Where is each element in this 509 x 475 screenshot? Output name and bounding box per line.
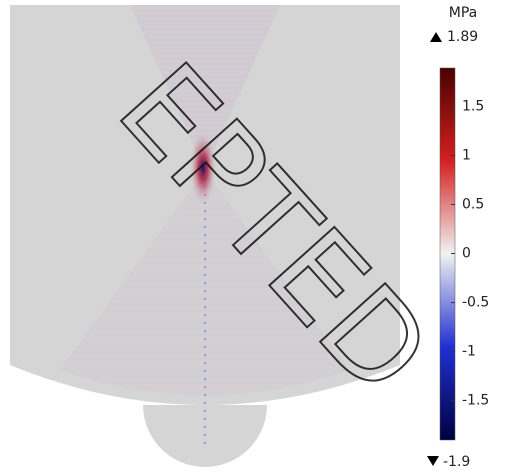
colorbar-tick-label: -1.5 (462, 393, 489, 409)
colorbar-tick-label: -1 (462, 344, 476, 360)
colorbar-tick-label: -0.5 (462, 295, 489, 311)
max-label: 1.89 (447, 29, 478, 45)
colorbar-tick-label: 0.5 (462, 196, 484, 212)
domain (10, 5, 400, 467)
min-marker (427, 456, 439, 466)
colorbar-tick-label: 0 (462, 246, 471, 262)
unit-label: MPa (449, 5, 477, 21)
colorbar-group: 1.5 1 0.5 0 -0.5 -1 -1.5 MPa 1.89 -1.9 (427, 5, 489, 470)
min-label: -1.9 (443, 454, 470, 470)
max-marker (430, 32, 442, 42)
colorbar-tick-label: 1.5 (462, 98, 484, 114)
colorbar-tick-label: 1 (462, 147, 471, 163)
